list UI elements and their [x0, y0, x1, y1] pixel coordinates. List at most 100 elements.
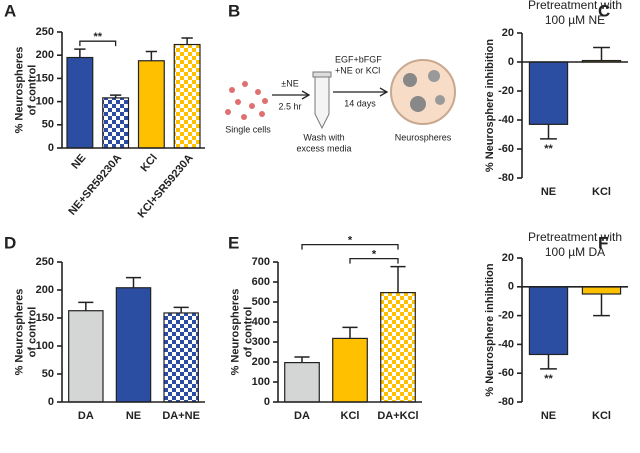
chart-title: Pretreatment with [528, 230, 622, 244]
arrows [272, 87, 389, 100]
y-axis-label: % Neurospheres [229, 289, 241, 376]
tube [312, 71, 332, 130]
x-tick-label: DA [294, 410, 310, 422]
panel-label: F [598, 233, 608, 252]
panel-label: E [228, 233, 239, 252]
y-tick-label: -80 [498, 172, 514, 184]
y-tick-label: 400 [252, 316, 270, 328]
significance-label: ** [544, 143, 553, 155]
bar [332, 337, 368, 403]
y-tick-label: 0 [48, 142, 54, 154]
y-tick-label: 150 [36, 72, 54, 84]
diagram-text: excess media [296, 143, 351, 153]
y-tick-label: -60 [498, 367, 514, 379]
y-axis-label: % Neurosphere inhibition [484, 263, 496, 397]
diagram-text: ±NE [281, 78, 298, 88]
x-tick-label: KCl [341, 410, 360, 422]
panel-label: A [4, 1, 16, 20]
diagram-text: EGF+bFGF [335, 54, 382, 64]
bar [137, 60, 165, 149]
y-tick-label: 0 [508, 281, 514, 293]
y-tick-label: -60 [498, 143, 514, 155]
cells [225, 81, 268, 120]
y-tick-label: -20 [498, 85, 514, 97]
y-axis-label: of control [26, 307, 38, 358]
error-bar [173, 306, 189, 313]
diagram: B Single cells ±NE 2.5 hr EGF+bFGF +NE o… [225, 1, 456, 153]
diagram-text: Wash with [303, 132, 344, 142]
y-tick-label: 150 [36, 312, 54, 324]
y-tick-label: 100 [36, 96, 54, 108]
y-tick-label: 50 [42, 119, 54, 131]
y-axis-label: % Neurospheres [13, 289, 25, 376]
y-tick-label: 100 [36, 340, 54, 352]
diagram-text: 2.5 hr [278, 101, 301, 111]
y-tick-label: 300 [252, 336, 270, 348]
y-tick-label: 20 [502, 27, 514, 39]
y-tick-label: 700 [252, 256, 270, 268]
error-bar [145, 50, 158, 61]
x-tick-label: KCl [592, 410, 611, 422]
chart-title: 100 µM DA [545, 245, 605, 259]
x-tick-label: NE [541, 186, 556, 198]
diagram-text: Single cells [225, 124, 271, 134]
chart-title: 100 µM NE [545, 13, 605, 27]
x-tick-label: NE [541, 410, 556, 422]
y-tick-label: 200 [252, 356, 270, 368]
x-tick-label: DA [78, 410, 94, 422]
bar [528, 286, 569, 356]
y-tick-label: 200 [36, 49, 54, 61]
error-bar [78, 301, 94, 311]
x-tick-label: DA+NE [162, 410, 200, 422]
y-axis-label: of control [242, 307, 254, 358]
y-axis-label: % Neurospheres [13, 47, 25, 134]
x-tick-label: KCl [139, 152, 160, 174]
y-tick-label: 250 [36, 26, 54, 38]
significance-bracket [79, 40, 117, 47]
bar [284, 362, 320, 403]
significance-label: ** [93, 31, 102, 43]
chart-title: Pretreatment with [528, 0, 622, 12]
y-tick-label: 20 [502, 252, 514, 264]
bar [163, 312, 199, 403]
error-bar [540, 354, 557, 370]
bar [66, 56, 94, 149]
diagram-text: +NE or KCl [335, 65, 380, 75]
error-bar [125, 276, 142, 288]
x-tick-label: DA+KCl [377, 410, 418, 422]
y-tick-label: 0 [508, 56, 514, 68]
diagram-text: 14 days [344, 98, 376, 108]
error-bar [342, 326, 358, 339]
bar [102, 97, 130, 149]
significance-bracket [349, 257, 399, 264]
panel-label: C [598, 1, 610, 20]
y-tick-label: 500 [252, 296, 270, 308]
error-bar [109, 94, 122, 98]
bar [173, 43, 201, 149]
y-axis-label: % Neurosphere inhibition [484, 39, 496, 173]
y-tick-label: -80 [498, 396, 514, 408]
significance-label: * [348, 235, 353, 247]
y-tick-label: -40 [498, 338, 514, 350]
dish [390, 59, 456, 125]
x-tick-label: KCl [592, 186, 611, 198]
y-tick-label: 200 [36, 284, 54, 296]
x-tick-label: NE [69, 152, 88, 171]
bar [380, 292, 416, 403]
bar [68, 310, 104, 403]
error-bar [294, 356, 310, 363]
bar [115, 287, 152, 403]
y-tick-label: 0 [48, 396, 54, 408]
y-tick-label: 50 [42, 368, 54, 380]
y-tick-label: 0 [264, 396, 270, 408]
panel-label: D [4, 233, 16, 252]
bar [581, 286, 622, 295]
significance-bracket [301, 243, 399, 250]
error-bar [593, 46, 610, 61]
diagram-text: Neurospheres [395, 132, 452, 142]
y-tick-label: -20 [498, 310, 514, 322]
error-bar [540, 124, 557, 140]
significance-label: * [372, 249, 377, 261]
